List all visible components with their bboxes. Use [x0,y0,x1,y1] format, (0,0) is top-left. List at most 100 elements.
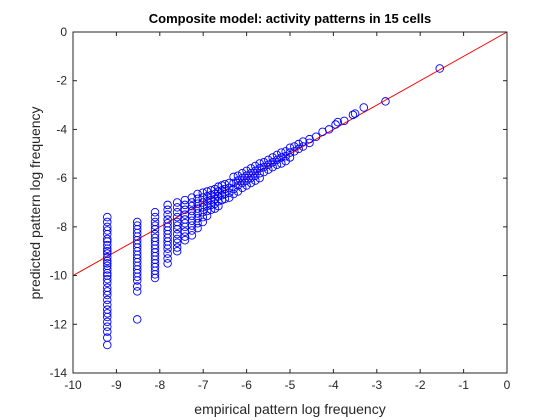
data-point [103,278,112,288]
data-point [294,144,303,154]
x-tick-label: -8 [154,378,165,392]
data-point [132,282,142,291]
data-point [103,234,112,244]
data-point [268,158,277,167]
data-point [103,212,112,222]
data-point [251,166,260,176]
data-point [229,189,238,199]
y-tick-label: 0 [60,25,67,39]
data-point [242,171,251,180]
x-tick-label: -7 [198,378,209,392]
data-point [163,210,172,219]
data-point [172,243,182,252]
data-point [340,116,349,126]
data-point [246,178,256,188]
data-point [255,169,264,178]
data-point [180,205,190,215]
data-point [187,211,197,221]
data-point [348,110,358,120]
data-point [180,232,190,241]
x-tick-label: -5 [285,378,296,392]
data-point [238,183,247,193]
data-point [172,207,182,217]
data-point [103,322,112,331]
data-point [103,246,112,256]
data-point [246,173,256,183]
data-point [242,176,251,185]
data-point [233,181,243,190]
x-tick-label: -1 [458,378,469,392]
y-tick-label: -12 [50,317,68,331]
y-tick-label: -4 [56,122,67,136]
x-tick-label: -4 [328,378,339,392]
data-point [103,274,112,284]
data-point [180,236,190,245]
data-point [187,216,197,226]
data-point [103,300,112,310]
data-point [264,155,273,165]
data-point [103,240,112,250]
data-point [103,244,112,254]
data-point [229,178,238,188]
data-point [103,312,112,322]
data-point [150,225,160,234]
data-point [103,256,112,266]
data-point [272,160,282,169]
data-point [202,206,212,216]
data-point [259,167,269,177]
data-point [206,205,216,215]
data-point [268,153,277,162]
x-tick-label: -6 [241,378,252,392]
y-tick-label: -14 [50,366,68,380]
data-point [103,309,112,318]
data-point [163,240,172,250]
data-point [103,268,112,278]
data-point [238,169,247,178]
data-point [180,222,190,232]
data-point [435,64,444,73]
data-point [246,164,256,173]
y-tick-label: -6 [56,171,67,185]
data-point [333,117,342,127]
data-point [132,272,142,282]
data-point [172,203,182,212]
data-point [251,171,260,180]
data-point [264,160,273,169]
data-point [150,212,160,222]
chart-title: Composite model: activity patterns in 15… [149,11,431,26]
data-point [268,162,277,172]
data-point [187,201,197,211]
data-point [277,159,286,168]
data-point [285,148,295,157]
x-tick-label: 0 [504,378,511,392]
data-point [238,178,247,188]
data-point [103,295,112,305]
data-point [187,206,197,216]
data-point [150,273,160,283]
data-point [180,227,190,236]
data-point [198,212,208,222]
data-point [242,181,251,190]
data-point [238,173,247,183]
data-point [132,315,142,324]
data-point [180,210,190,219]
data-point [251,161,260,171]
data-point [259,158,269,167]
data-point [163,200,172,210]
data-point [298,142,308,151]
data-point [242,166,251,176]
x-tick-label: -2 [415,378,426,392]
data-point [103,226,112,235]
data-point [103,340,112,350]
data-point [233,176,243,185]
data-point [172,212,182,222]
data-point [163,205,172,215]
data-point [272,150,282,160]
data-point [202,211,212,221]
y-axis-label: predicted pattern log frequency [27,106,43,299]
data-point [224,178,234,188]
x-tick-label: -3 [371,378,382,392]
data-point [132,287,142,296]
data-point [311,132,321,141]
